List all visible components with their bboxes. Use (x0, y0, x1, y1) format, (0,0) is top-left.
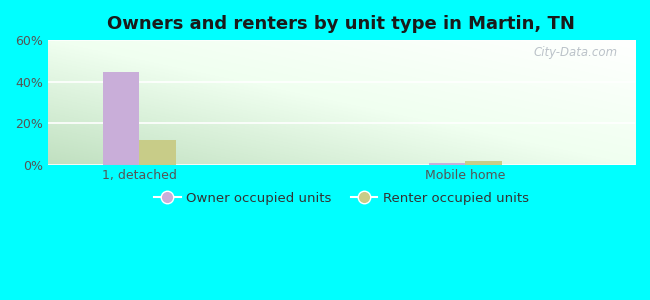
Legend: Owner occupied units, Renter occupied units: Owner occupied units, Renter occupied un… (149, 187, 534, 210)
Bar (429, 163, 465, 165)
Text: City-Data.com: City-Data.com (533, 46, 618, 59)
Bar (465, 161, 502, 165)
Title: Owners and renters by unit type in Martin, TN: Owners and renters by unit type in Marti… (107, 15, 575, 33)
Bar (139, 140, 176, 165)
Bar (103, 72, 139, 165)
